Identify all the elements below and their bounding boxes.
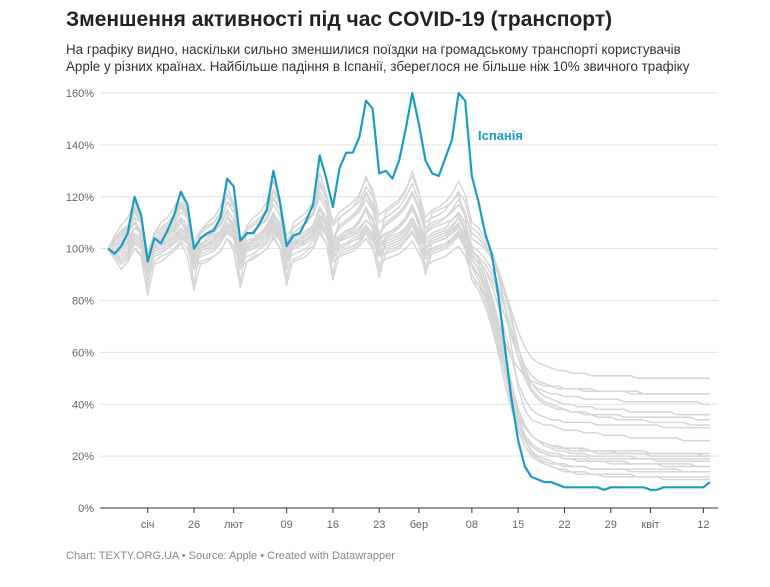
x-axis: січ 26 лют 09 16 23 бер 08 15 22 29 квіт 12 xyxy=(141,508,710,531)
y-tick-label: 20% xyxy=(72,451,94,463)
country-line[interactable] xyxy=(107,219,710,463)
x-tick-label: 08 xyxy=(466,519,478,531)
highlight-series: Іспанія xyxy=(107,91,711,491)
country-line[interactable] xyxy=(108,216,710,429)
chart-credit[interactable]: Chart: TEXTY.ORG.UA xyxy=(66,550,179,562)
y-tick-label: 80% xyxy=(72,296,94,308)
chart-title: Зменшення активності під час COVID-19 (т… xyxy=(66,8,613,31)
x-tick-label: 22 xyxy=(558,519,570,531)
country-line[interactable] xyxy=(107,229,710,478)
x-tick-label: квіт xyxy=(641,519,659,531)
datawrapper-credit[interactable]: Created with Datawrapper xyxy=(267,550,395,562)
y-axis: 0% 20% 40% 60% 80% 100% 120% 140% 160% xyxy=(66,88,94,515)
y-tick-label: 0% xyxy=(78,503,94,515)
footer-separator: • xyxy=(260,550,265,562)
y-tick-label: 60% xyxy=(72,347,94,359)
country-lines xyxy=(107,170,710,481)
country-line[interactable] xyxy=(107,214,710,473)
y-tick-label: 140% xyxy=(66,140,94,152)
y-tick-label: 40% xyxy=(72,399,94,411)
x-tick-label: лют xyxy=(224,519,243,531)
x-tick-label: 26 xyxy=(188,519,200,531)
country-line[interactable] xyxy=(107,206,710,395)
line-chart: 0% 20% 40% 60% 80% 100% 120% 140% 160% Іспанія с… xyxy=(66,88,718,531)
source-credit: Source: Apple xyxy=(188,550,258,562)
y-tick-label: 120% xyxy=(66,192,94,204)
chart-footer: Chart: TEXTY.ORG.UA • Source: Apple • Cr… xyxy=(66,550,395,562)
y-tick-label: 160% xyxy=(66,88,94,100)
country-line[interactable] xyxy=(107,193,710,380)
y-tick-label: 100% xyxy=(66,244,94,256)
x-tick-label: 23 xyxy=(373,519,385,531)
footer-separator: • xyxy=(181,550,186,562)
spain-label: Іспанія xyxy=(478,128,523,143)
x-tick-label: бер xyxy=(410,519,428,531)
country-line[interactable] xyxy=(107,183,710,460)
spain-line[interactable] xyxy=(107,91,711,491)
x-tick-label: січ xyxy=(141,519,155,531)
x-tick-label: 29 xyxy=(605,519,617,531)
x-tick-label: 12 xyxy=(697,519,709,531)
x-tick-label: 16 xyxy=(327,519,339,531)
x-tick-label: 15 xyxy=(512,519,524,531)
x-tick-label: 09 xyxy=(280,519,292,531)
gridlines xyxy=(100,92,718,509)
chart-subtitle: На графіку видно, наскільки сильно зменш… xyxy=(66,42,690,74)
